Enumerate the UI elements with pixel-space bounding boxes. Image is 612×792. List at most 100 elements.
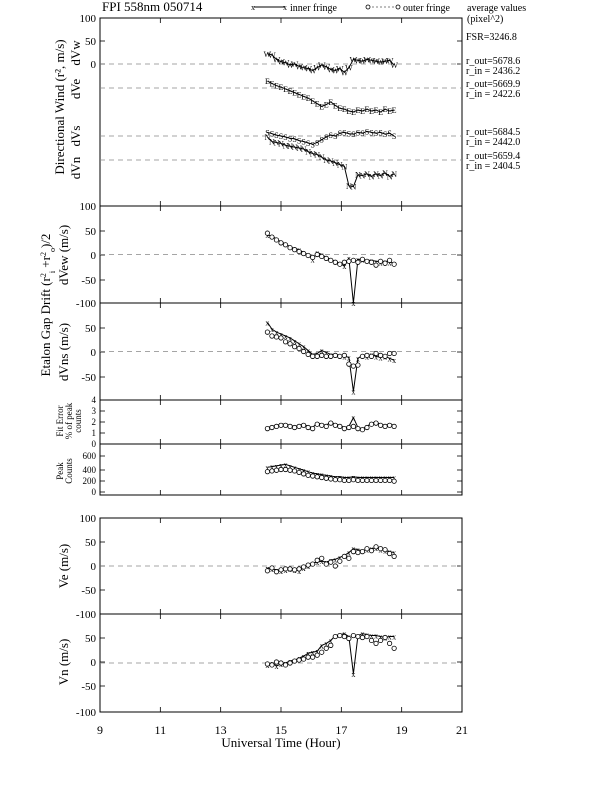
w-rin-label: r_in = 2436.2	[466, 66, 520, 77]
ylabel-vn: Vn (m/s)	[56, 639, 71, 686]
outer-fringe-point	[310, 425, 316, 432]
y-tick-label: 50	[85, 633, 97, 645]
outer-fringe-point	[341, 352, 347, 358]
outer-fringe-point	[368, 421, 375, 427]
outer-fringe-point	[296, 423, 302, 429]
inner-fringe-point: x	[342, 262, 346, 271]
y-tick-label: -50	[81, 585, 96, 597]
inner-fringe-point: x	[306, 649, 310, 658]
y-tick-label: 100	[80, 513, 97, 525]
data-point-dVe: E	[306, 94, 311, 103]
outer-fringe-point	[391, 645, 397, 651]
outer-fringe-point	[296, 566, 302, 572]
data-point-dVn: N	[355, 171, 361, 180]
outer-fringe-point	[386, 422, 393, 428]
data-point-dVw: W	[368, 56, 376, 65]
outer-fringe-point	[382, 547, 388, 553]
outer-fringe-point	[264, 469, 271, 475]
outer-fringe-point	[269, 234, 275, 240]
inner-fringe-point: x	[288, 334, 292, 343]
outer-fringe-point	[282, 422, 289, 428]
outer-fringe-point	[296, 469, 302, 476]
y-tick-label: -100	[76, 609, 97, 621]
legend-avg-label: average values	[467, 3, 526, 14]
outer-fringe-point	[291, 468, 298, 474]
ylabel-fit-error: counts	[73, 409, 83, 433]
inner-fringe-point: x	[320, 641, 324, 650]
n-rout-label: r_out=5659.4	[466, 151, 520, 162]
data-point-dVs: S	[274, 131, 278, 140]
legend-outer-label: outer fringe	[403, 3, 450, 14]
e-rin-label: r_in = 2422.6	[466, 89, 520, 100]
data-point-dVw: W	[264, 50, 272, 59]
data-point-dVn: N	[278, 139, 284, 148]
outer-fringe-point	[314, 652, 320, 658]
outer-fringe-point	[264, 568, 271, 574]
data-point-dVe: E	[265, 77, 270, 86]
outer-fringe-point	[282, 339, 289, 345]
data-point-dVw: W	[318, 61, 326, 70]
outer-fringe-point	[359, 427, 366, 433]
y-tick-label: 0	[91, 250, 97, 262]
data-point-dVs: S	[365, 127, 369, 136]
data-point-dVw: W	[282, 59, 290, 68]
outer-fringe-point	[314, 251, 320, 258]
inner-fringe-point: x	[265, 463, 269, 472]
outer-fringe-point	[291, 658, 298, 664]
data-point-dVn: N	[287, 142, 293, 151]
data-point-dVn: N	[283, 141, 289, 150]
outer-fringe-point	[350, 423, 356, 429]
inner-fringe-point: x	[288, 462, 292, 471]
outer-fringe-point	[291, 424, 298, 431]
outer-fringe-point	[296, 248, 302, 255]
data-point-dVe: E	[270, 79, 275, 88]
series-line-dVs	[267, 130, 395, 145]
data-point-dVe: E	[333, 101, 338, 110]
outer-fringe-point	[337, 477, 343, 483]
data-point-dVw: W	[291, 60, 299, 69]
outer-fringe-point	[305, 654, 311, 660]
outer-fringe-point	[346, 477, 352, 484]
data-point-dVe: E	[387, 107, 392, 116]
inner-fringe-point: x	[270, 463, 274, 472]
y-tick-label: -50	[81, 372, 96, 384]
outer-fringe-point	[323, 353, 329, 359]
ylabel-fit-error: Fit Error	[55, 405, 65, 436]
ylabel-peak-counts: Counts	[64, 458, 74, 484]
series-line-dVw	[267, 53, 395, 73]
outer-fringe-point	[337, 261, 343, 267]
data-point-dVw: W	[341, 68, 349, 77]
outer-fringe-point	[319, 474, 325, 481]
outer-fringe-point	[368, 259, 375, 265]
outer-fringe-point	[319, 555, 325, 561]
outer-fringe-point	[377, 637, 384, 644]
data-point-dVw: W	[372, 57, 380, 66]
legend-outer-marker	[365, 4, 371, 10]
y-tick-label: -50	[81, 681, 96, 693]
y-tick-label: -100	[76, 298, 97, 310]
outer-fringe-point	[359, 353, 366, 359]
data-point-dVs: S	[292, 135, 296, 144]
w-rout-label: r_out=5678.6	[466, 56, 520, 67]
data-point-dVw: W	[273, 55, 281, 64]
legend-inner-marker: x	[251, 3, 255, 12]
outer-fringe-point	[368, 637, 375, 644]
outer-fringe-point	[350, 548, 356, 555]
data-point-dVe: E	[342, 105, 347, 114]
data-point-dVs: S	[301, 138, 305, 147]
outer-fringe-point	[341, 553, 347, 560]
outer-fringe-point	[386, 257, 393, 263]
ylabel-etalon-gap-drift: Etalon Gap Drift (r2i +r2o)/2	[38, 234, 57, 377]
chart-title: FPI 558nm 050714	[102, 0, 203, 14]
data-point-dVn: N	[387, 173, 393, 182]
data-point-dVw: W	[300, 64, 308, 73]
inner-fringe-point: x	[379, 633, 383, 642]
y-tick-label: 2	[92, 417, 97, 427]
outer-fringe-point	[273, 467, 280, 473]
inner-fringe-point: x	[320, 557, 324, 566]
outer-fringe-point	[386, 477, 393, 484]
outer-fringe-point	[355, 425, 361, 432]
outer-fringe-point	[373, 544, 379, 550]
inner-fringe-point: x	[356, 354, 360, 363]
outer-fringe-point	[310, 254, 316, 261]
